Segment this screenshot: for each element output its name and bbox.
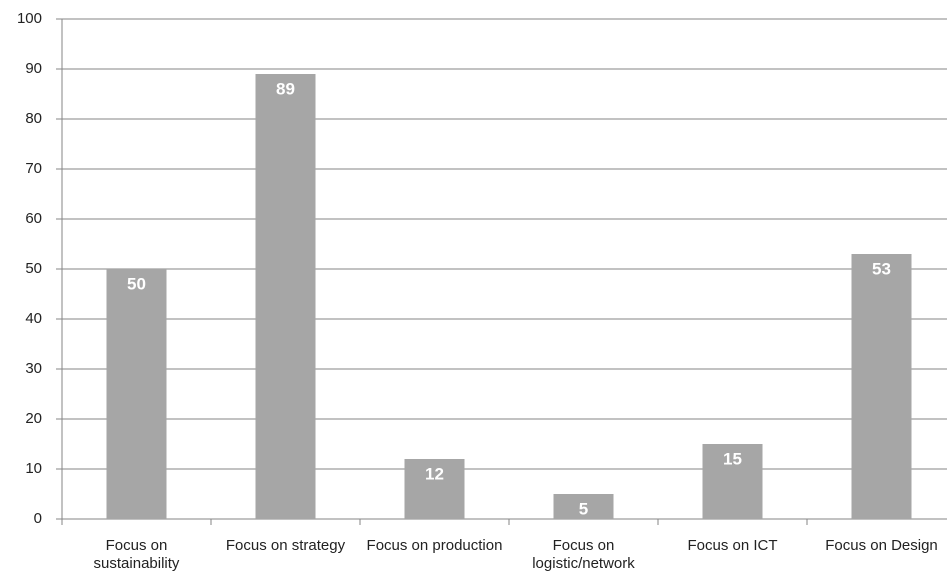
data-label: 50 bbox=[127, 274, 146, 293]
bar bbox=[255, 74, 316, 519]
y-tick-label: 30 bbox=[25, 360, 42, 377]
y-tick-label: 60 bbox=[25, 210, 42, 227]
y-tick-label: 40 bbox=[25, 310, 42, 327]
data-label: 53 bbox=[872, 259, 891, 278]
bar bbox=[553, 494, 614, 519]
bar bbox=[106, 269, 167, 519]
x-tick-label: Focus on sustainability bbox=[93, 537, 180, 572]
x-tick-label: Focus on ICT bbox=[687, 537, 778, 554]
x-tick-label: Focus on logistic/network bbox=[532, 537, 635, 572]
y-tick-label: 0 bbox=[34, 510, 42, 527]
data-label: 15 bbox=[723, 449, 742, 468]
data-label: 5 bbox=[579, 499, 588, 518]
x-tick-label: Focus on strategy bbox=[225, 537, 346, 554]
data-label: 89 bbox=[276, 79, 295, 98]
y-tick-label: 90 bbox=[25, 60, 42, 77]
y-tick-label: 80 bbox=[25, 110, 42, 127]
y-tick-label: 50 bbox=[25, 260, 42, 277]
y-tick-label: 70 bbox=[25, 160, 42, 177]
y-tick-label: 10 bbox=[25, 460, 42, 477]
bar bbox=[404, 459, 465, 519]
x-tick-label: Focus on Design bbox=[825, 537, 938, 554]
bar bbox=[851, 254, 912, 519]
bar bbox=[702, 444, 763, 519]
data-label: 12 bbox=[425, 464, 444, 483]
x-tick-label: Focus on production bbox=[366, 537, 503, 554]
y-tick-label: 100 bbox=[17, 10, 42, 27]
y-tick-label: 20 bbox=[25, 410, 42, 427]
